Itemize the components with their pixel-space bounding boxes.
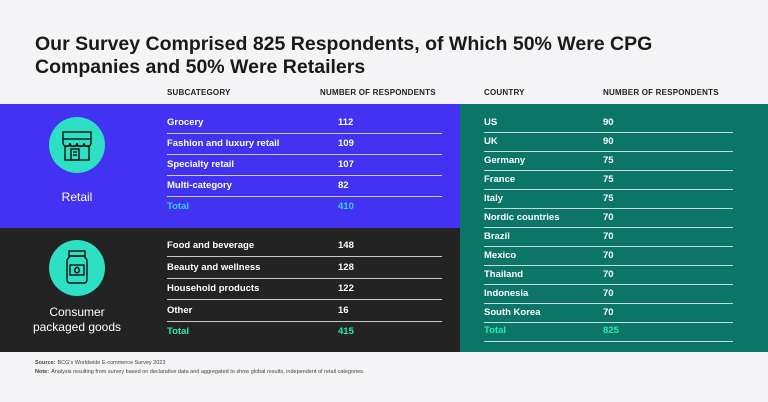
row-divider [484, 341, 733, 342]
country: Italy [484, 193, 504, 204]
country-panel [460, 104, 768, 352]
column-header: SUBCATEGORY [167, 88, 231, 97]
subcategory: Multi-category [167, 180, 232, 191]
country: Thailand [484, 269, 524, 280]
row-divider [167, 299, 442, 300]
row-divider [484, 246, 733, 247]
row-divider [484, 303, 733, 304]
country: Nordic countries [484, 212, 560, 223]
respondents: 109 [338, 138, 354, 149]
subcategory: Food and beverage [167, 240, 255, 251]
respondents: 75 [603, 155, 614, 166]
respondents: 148 [338, 240, 354, 251]
row-divider [167, 196, 442, 197]
respondents: 90 [603, 136, 614, 147]
column-header: NUMBER OF RESPONDENTS [603, 88, 719, 97]
subcategory: Other [167, 304, 193, 316]
row-divider [167, 320, 442, 322]
country: South Korea [484, 307, 541, 318]
row-divider [167, 154, 442, 155]
group-label: Retail [61, 190, 93, 204]
respondents: 16 [338, 304, 349, 316]
cpg-icon [49, 240, 105, 296]
subcategory: Grocery [167, 117, 204, 128]
row-divider [484, 151, 733, 152]
respondents: 75 [603, 193, 614, 204]
note-label: Note: [35, 369, 50, 375]
row-divider [167, 175, 442, 176]
respondents: 70 [603, 250, 614, 261]
respondents: 70 [603, 269, 614, 280]
subcategory: Fashion and luxury retail [167, 138, 280, 149]
row-divider [484, 265, 733, 266]
respondents: 70 [603, 288, 614, 299]
row-divider [167, 277, 442, 279]
note-text: Analysis resulting from survey based on … [51, 369, 365, 375]
subcategory: Household products [167, 283, 260, 294]
respondents: 90 [603, 117, 614, 128]
row-divider [484, 132, 733, 133]
row-divider [484, 208, 733, 209]
row-divider [167, 256, 442, 257]
row-divider [484, 170, 733, 171]
row-divider [484, 227, 733, 228]
country: US [484, 117, 498, 128]
country: Indonesia [484, 288, 529, 299]
row-divider [484, 284, 733, 285]
total-value: 410 [338, 201, 354, 212]
total-label: Total [167, 201, 189, 212]
total-value: 415 [338, 326, 354, 337]
retail-icon [49, 117, 105, 173]
country: Mexico [484, 250, 517, 261]
row-divider [167, 133, 442, 134]
column-header: NUMBER OF RESPONDENTS [320, 88, 436, 97]
source: Source: BCG's Worldwide E-commerce Survey… [35, 360, 165, 366]
country: Brazil [484, 231, 510, 242]
column-header: COUNTRY [484, 88, 525, 97]
respondents: 75 [603, 174, 614, 185]
respondents: 122 [338, 283, 354, 294]
subcategory: Specialty retail [167, 159, 235, 170]
total-label: Total [484, 325, 506, 336]
country: France [484, 174, 516, 185]
title: Our Survey Comprised 825 Respondents, of… [35, 33, 653, 78]
source-label: Source: [35, 360, 56, 366]
respondents: 112 [338, 117, 354, 128]
row-divider [484, 189, 733, 190]
group-label: Consumer packaged goods [32, 305, 122, 334]
source-text: BCG's Worldwide E-commerce Survey 2023 [57, 360, 166, 366]
country: UK [484, 136, 498, 147]
respondents: 82 [338, 180, 349, 191]
country: Germany [484, 155, 526, 166]
total-label: Total [167, 326, 189, 337]
respondents: 128 [338, 261, 354, 273]
respondents: 70 [603, 231, 614, 242]
respondents: 70 [603, 212, 614, 223]
row-divider [484, 322, 733, 323]
total-value: 825 [603, 325, 619, 336]
note: Note: Analysis resulting from survey base… [35, 369, 364, 375]
respondents: 107 [338, 159, 354, 170]
subcategory: Beauty and wellness [167, 261, 261, 273]
respondents: 70 [603, 307, 614, 318]
